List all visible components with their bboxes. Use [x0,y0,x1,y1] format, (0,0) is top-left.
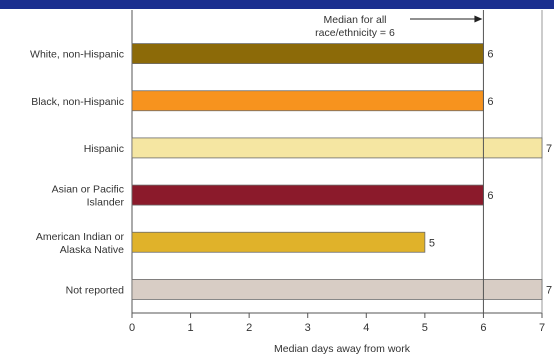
x-tick-label: 1 [188,322,194,334]
x-axis-title: Median days away from work [274,343,411,355]
category-label: Black, non-Hispanic [31,96,124,108]
category-label: Islander [87,197,125,209]
category-label: Not reported [66,284,125,296]
x-tick-label: 2 [246,322,252,334]
bar [131,279,543,300]
median-annotation-line1: Median for all [323,14,386,26]
bar [131,43,484,64]
x-tick-label: 0 [129,322,135,334]
category-label: American Indian or [36,231,125,243]
header-bar [0,0,554,9]
median-arrow-head [474,15,483,23]
data-label: 6 [487,96,493,108]
x-tick-label: 4 [363,322,369,334]
category-label: Asian or Pacific [52,184,124,196]
bar [131,184,484,206]
x-tick-label: 6 [480,322,486,334]
bar [131,137,543,159]
category-label: Hispanic [84,143,124,155]
category-label: Alaska Native [60,244,124,256]
x-tick-label: 5 [422,322,428,334]
data-label: 6 [487,49,493,61]
bar [131,90,484,112]
data-label: 7 [546,143,552,155]
data-label: 6 [487,190,493,202]
x-tick-label: 7 [539,322,545,334]
category-label: White, non-Hispanic [30,49,124,61]
data-label: 7 [546,284,552,296]
data-label: 5 [429,237,435,249]
x-tick-label: 3 [305,322,311,334]
median-annotation-line2: race/ethnicity = 6 [315,27,395,39]
bar [131,231,426,253]
